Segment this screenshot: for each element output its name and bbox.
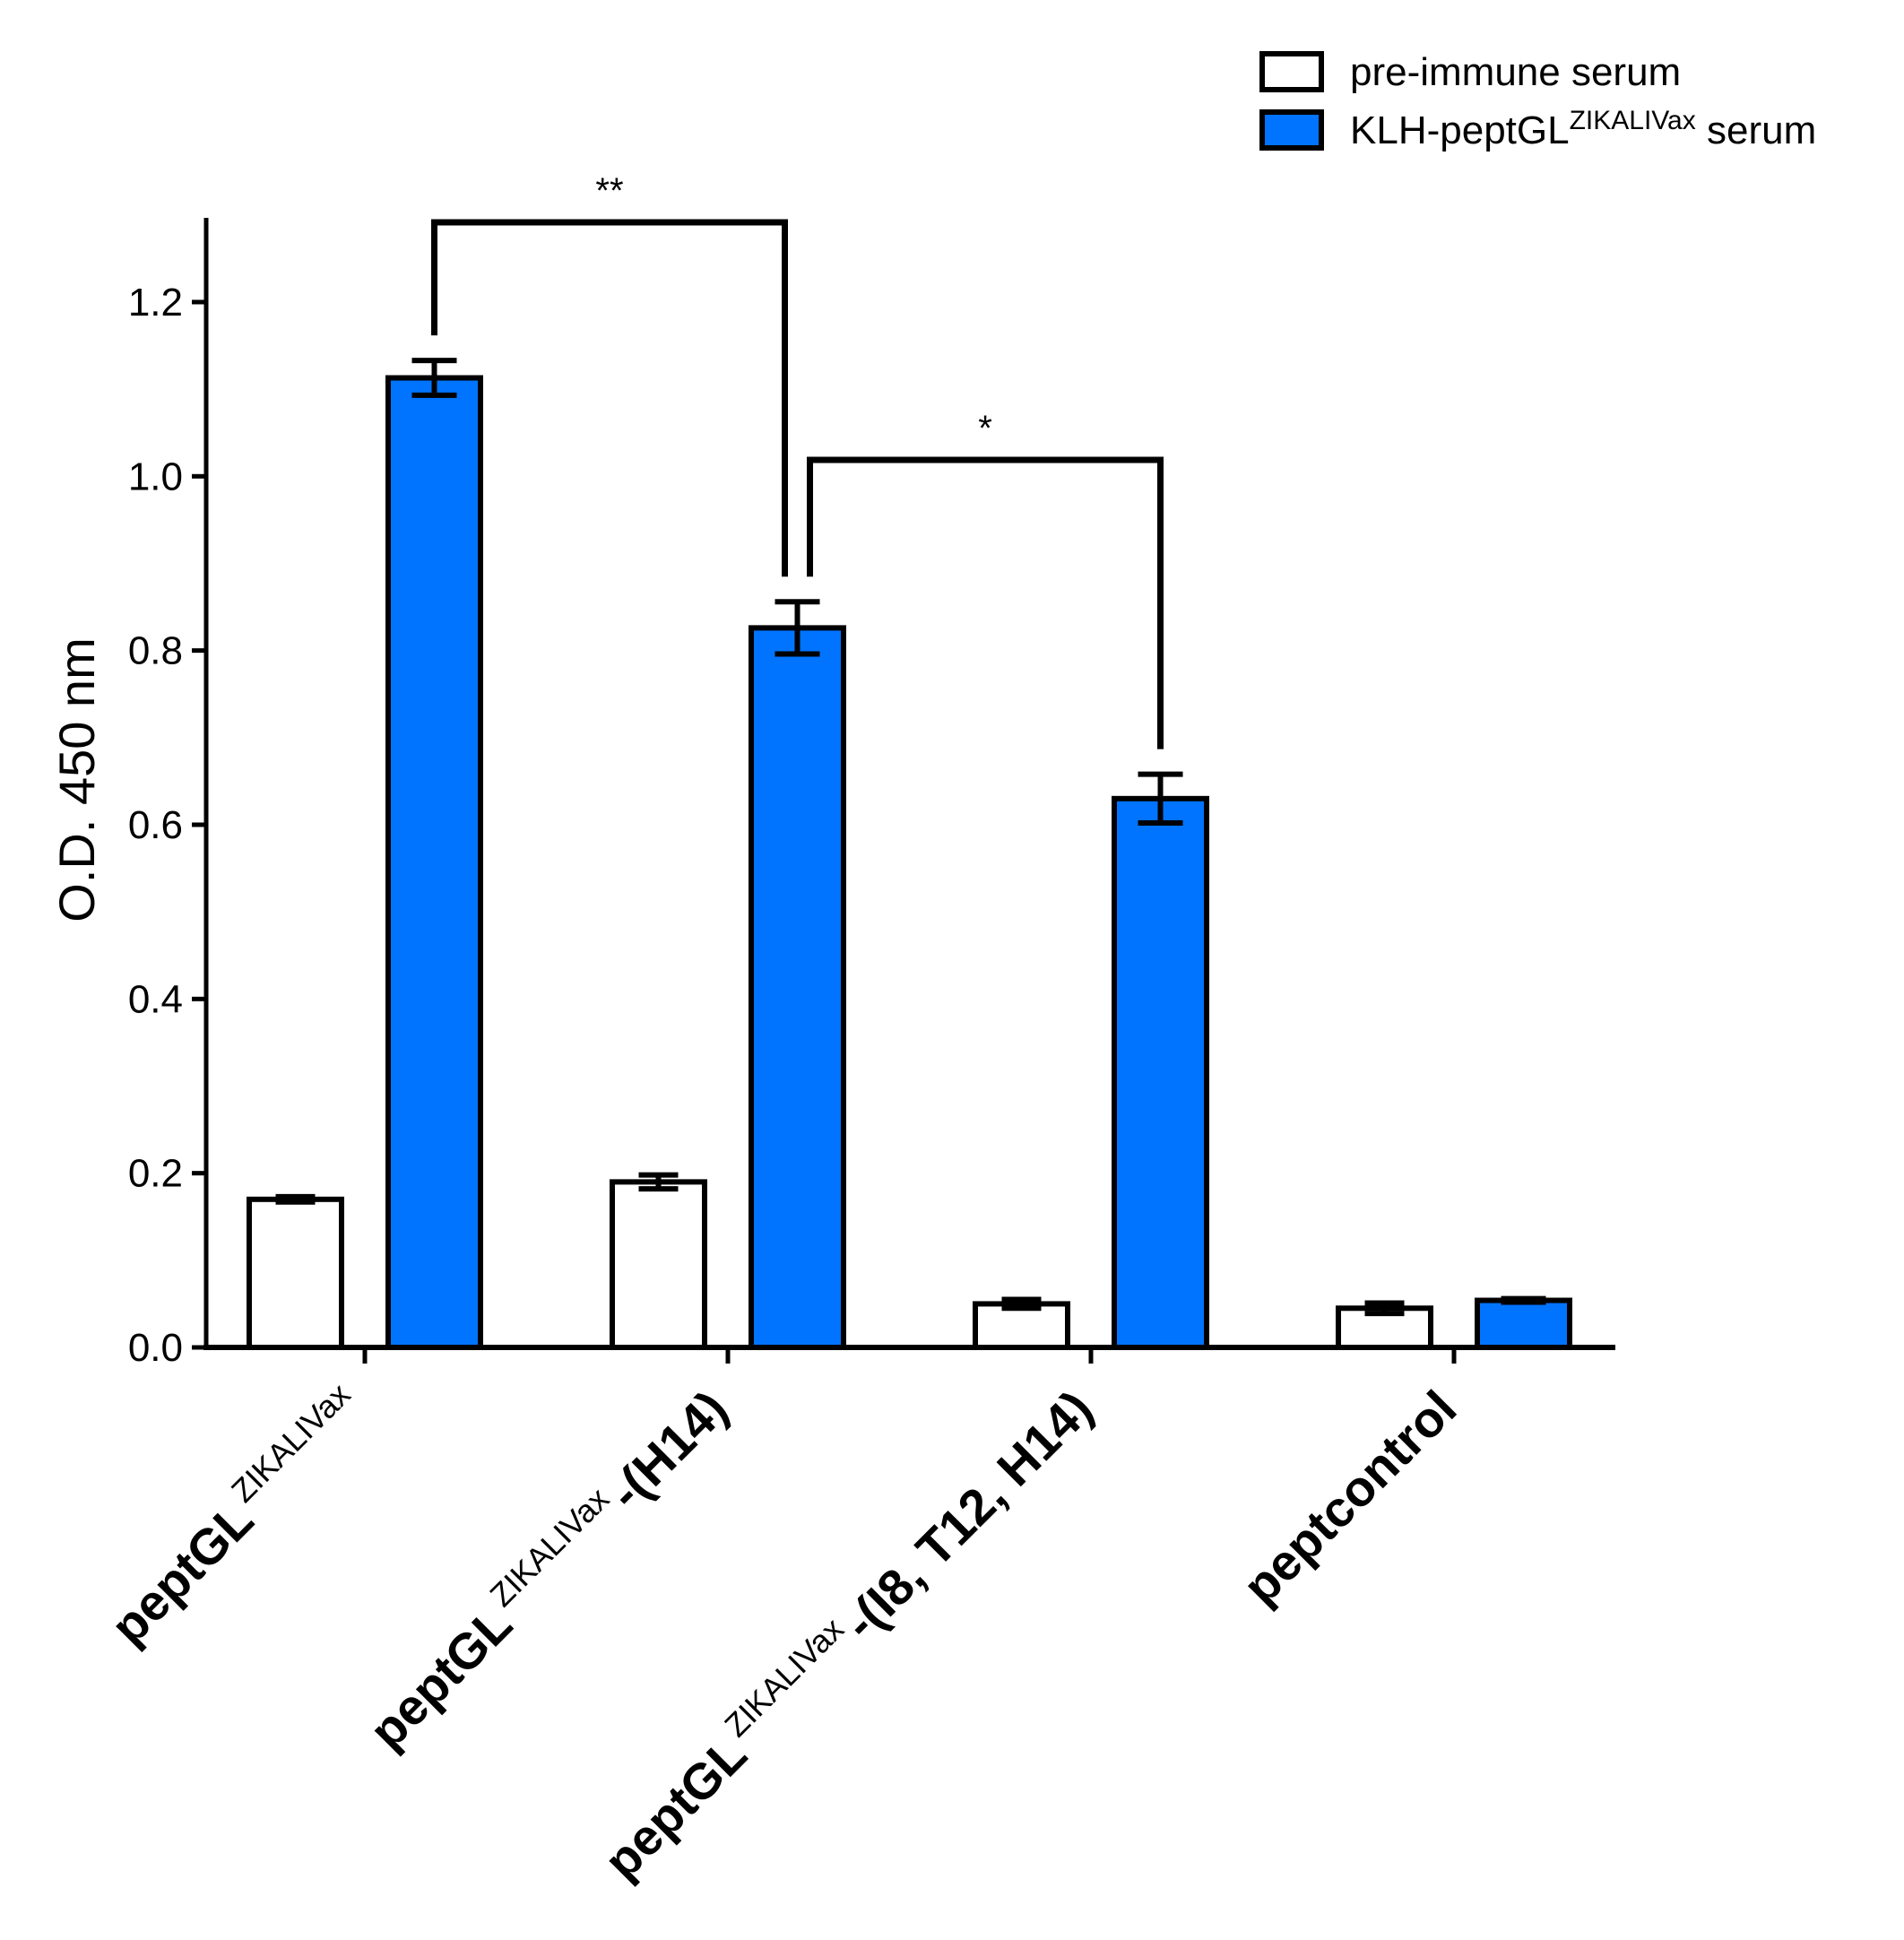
category-label-0: peptGLZIKALIVax xyxy=(96,1376,375,1655)
significance-layer: *** xyxy=(431,171,1164,749)
bar-klh-0 xyxy=(385,375,483,1350)
y-tick-label-1: 0.2 xyxy=(128,1152,183,1196)
bar-pre-immune-0 xyxy=(247,1196,344,1351)
significance-bracket-0 xyxy=(431,219,788,577)
y-tick-label-3: 0.6 xyxy=(128,803,183,847)
y-tick-label-5: 1.0 xyxy=(128,455,183,498)
error-bars-layer xyxy=(275,358,1546,1317)
axes-layer: 0.0 0.2 0.4 0.6 0.8 1.0 1.2 xyxy=(128,218,1615,1370)
category-label-3: peptcontrol xyxy=(1232,1380,1467,1615)
bar-pre-immune-1 xyxy=(610,1179,707,1350)
legend-swatch-0 xyxy=(1259,51,1324,92)
y-tick-label-6: 1.2 xyxy=(128,281,183,325)
significance-bracket-1 xyxy=(807,456,1164,749)
y-axis-title: O.D. 450 nm xyxy=(48,637,105,922)
y-tick-label-2: 0.4 xyxy=(128,977,183,1021)
bar-klh-1 xyxy=(749,625,846,1350)
bar-klh-2 xyxy=(1112,795,1209,1350)
bars-layer xyxy=(247,375,1572,1351)
significance-label-0: ** xyxy=(595,171,623,211)
y-tick-label-4: 0.8 xyxy=(128,629,183,673)
legend-label-1: KLH-peptGLZIKALIVax serum xyxy=(1350,106,1816,152)
legend: pre-immune serum KLH-peptGLZIKALIVax seru… xyxy=(1259,50,1816,152)
legend-swatch-1 xyxy=(1259,109,1324,151)
legend-label-0: pre-immune serum xyxy=(1350,50,1681,94)
category-label-1: peptGLZIKALIVax-(H14) xyxy=(355,1376,739,1760)
y-tick-label-0: 0.0 xyxy=(128,1326,183,1370)
bar-klh-3 xyxy=(1475,1297,1572,1350)
significance-label-1: * xyxy=(978,409,992,448)
